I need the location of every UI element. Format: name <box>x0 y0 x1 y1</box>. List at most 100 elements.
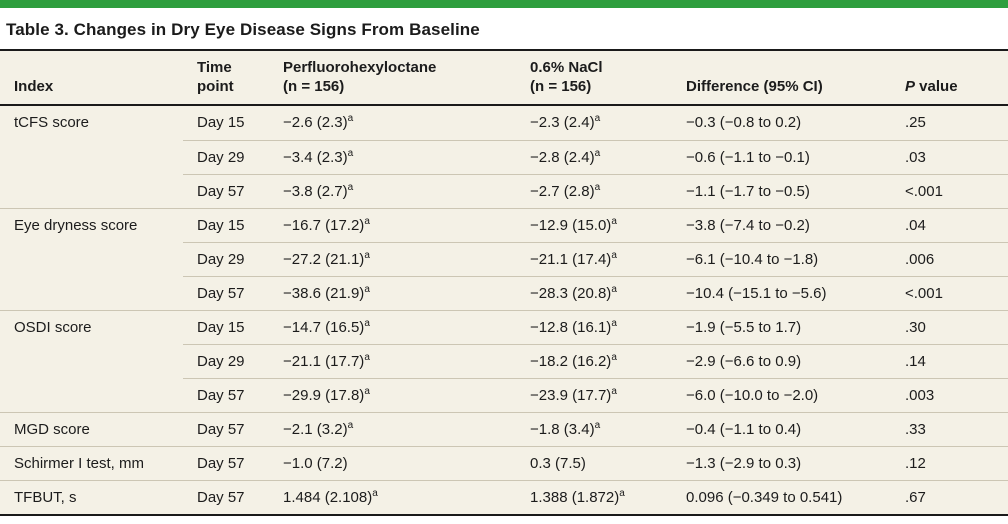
footnote-a-marker: a <box>611 283 617 295</box>
cell-index: MGD score <box>0 411 183 446</box>
cell-time-point: Day 15 <box>183 207 269 242</box>
cell-pfh-value: −1.0 (7.2) <box>269 445 516 480</box>
cell-pfh-value: −3.8 (2.7)a <box>269 173 516 208</box>
cell-pfh-value: 1.484 (2.108)a <box>269 479 516 514</box>
footnote-a-marker: a <box>611 249 617 261</box>
cell-nacl-value: −12.8 (16.1)a <box>516 309 672 344</box>
cell-difference: −6.0 (−10.0 to −2.0) <box>672 377 891 412</box>
cell-pfh-value: −2.6 (2.3)a <box>283 113 354 132</box>
cell-pfh-value: −27.2 (21.1)a <box>269 241 516 276</box>
cell-difference: −2.9 (−6.6 to 0.9) <box>672 343 891 378</box>
cell-index: OSDI score <box>0 309 183 344</box>
cell-time-point: Day 29 <box>183 343 269 378</box>
cell-nacl-value: −2.8 (2.4)a <box>516 139 672 174</box>
footnote-a-marker: a <box>611 215 617 227</box>
cell-p-value: .67 <box>891 479 1008 514</box>
cell-difference: −6.1 (−10.4 to −1.8) <box>672 241 891 276</box>
cell-index <box>0 344 183 378</box>
cell-nacl-value: −21.1 (17.4)a <box>516 241 672 276</box>
footnote-a-marker: a <box>364 215 370 227</box>
col-header-nacl: 0.6% NaCl (n = 156) <box>516 51 672 106</box>
footnote-a-marker: a <box>611 385 617 397</box>
table-row-osdi-day57: Day 57 −29.9 (17.8)a −23.9 (17.7)a −6.0 … <box>0 377 1008 412</box>
cell-nacl-value: −23.9 (17.7)a <box>516 377 672 412</box>
cell-pfh-value: −14.7 (16.5)a <box>269 309 516 344</box>
cell-nacl-value: −1.8 (3.4)a <box>516 411 672 446</box>
footnote-a-marker: a <box>364 249 370 261</box>
footnote-a-marker: a <box>594 419 601 431</box>
cell-p-value: .30 <box>891 309 1008 344</box>
col-header-perfluorohexyloctane: Perfluorohexyloctane (n = 156) <box>269 51 516 106</box>
cell-time-point: Day 29 <box>183 139 269 174</box>
col-header-index: Index <box>0 51 183 106</box>
cell-index <box>0 174 183 208</box>
cell-index: tCFS score <box>14 114 90 131</box>
footnote-a-marker: a <box>372 487 378 499</box>
table-row-tcfs-day29: Day 29 −3.4 (2.3)a −2.8 (2.4)a −0.6 (−1.… <box>0 139 1008 174</box>
footnote-a-marker: a <box>364 351 370 363</box>
cell-difference: −0.4 (−1.1 to 0.4) <box>672 411 891 446</box>
cell-p-value: .006 <box>891 241 1008 276</box>
cell-pfh-value: −29.9 (17.8)a <box>269 377 516 412</box>
cell-p-value: .003 <box>891 377 1008 412</box>
table-row-dryness-day15: Eye dryness score Day 15 −16.7 (17.2)a −… <box>0 207 1008 242</box>
table-row-tcfs-day57: Day 57 −3.8 (2.7)a −2.7 (2.8)a −1.1 (−1.… <box>0 173 1008 208</box>
col-header-p-value: P value <box>891 51 1008 106</box>
cell-time-point: Day 57 <box>183 479 269 514</box>
table-row-mgd-day57: MGD score Day 57 −2.1 (3.2)a −1.8 (3.4)a… <box>0 411 1008 446</box>
footnote-a-marker: a <box>364 317 370 329</box>
cell-time-point: Day 15 <box>197 114 245 131</box>
footnote-a-marker: a <box>611 317 617 329</box>
cell-index <box>0 140 183 174</box>
col-header-time-point: Time point <box>183 51 269 106</box>
table-title: Table 3. Changes in Dry Eye Disease Sign… <box>0 8 1008 51</box>
footnote-a-marker: a <box>594 181 601 193</box>
cell-index: Schirmer I test, mm <box>0 445 183 480</box>
cell-difference: −1.1 (−1.7 to −0.5) <box>672 173 891 208</box>
cell-pfh-value: −16.7 (17.2)a <box>269 207 516 242</box>
footnote-a-marker: a <box>594 147 601 159</box>
cell-index <box>0 242 183 276</box>
footnote-a-marker: a <box>347 113 354 124</box>
cell-nacl-value: −18.2 (16.2)a <box>516 343 672 378</box>
table-row-dryness-day57: Day 57 −38.6 (21.9)a −28.3 (20.8)a −10.4… <box>0 275 1008 310</box>
cell-pfh-value: −38.6 (21.9)a <box>269 275 516 310</box>
cell-pfh-value: −2.1 (3.2)a <box>269 411 516 446</box>
table-row-dryness-day29: Day 29 −27.2 (21.1)a −21.1 (17.4)a −6.1 … <box>0 241 1008 276</box>
cell-time-point: Day 57 <box>183 445 269 480</box>
table-row-tcfs-day15: tCFS score Day 15 −2.6 (2.3)a −2.3 (2.4)… <box>0 106 1008 140</box>
col-header-difference: Difference (95% CI) <box>672 51 891 106</box>
table-row-tfbut-day57: TFBUT, s Day 57 1.484 (2.108)a 1.388 (1.… <box>0 479 1008 514</box>
cell-index <box>0 378 183 412</box>
cell-time-point: Day 57 <box>183 411 269 446</box>
cell-difference: −1.9 (−5.5 to 1.7) <box>672 309 891 344</box>
table-row-osdi-day29: Day 29 −21.1 (17.7)a −18.2 (16.2)a −2.9 … <box>0 343 1008 378</box>
cell-p-value: .33 <box>891 411 1008 446</box>
cell-index: Eye dryness score <box>0 207 183 242</box>
cell-nacl-value: 0.3 (7.5) <box>516 445 672 480</box>
footnote-a-marker: a <box>347 419 354 431</box>
cell-pfh-value: −3.4 (2.3)a <box>269 139 516 174</box>
table-row-schirmer-day57: Schirmer I test, mm Day 57 −1.0 (7.2) 0.… <box>0 445 1008 480</box>
footnote-a-marker: a <box>619 487 625 499</box>
footnote-a-marker: a <box>347 147 354 159</box>
header-row: Index Time point Perfluorohexyloctane (n… <box>0 51 1008 106</box>
footnote-a-marker: a <box>364 385 370 397</box>
cell-p-value: .12 <box>891 445 1008 480</box>
footnote-a-marker: a <box>347 181 354 193</box>
cell-pfh-value: −21.1 (17.7)a <box>269 343 516 378</box>
cell-p-value: .04 <box>891 207 1008 242</box>
table-row-osdi-day15: OSDI score Day 15 −14.7 (16.5)a −12.8 (1… <box>0 309 1008 344</box>
cell-nacl-value: −2.7 (2.8)a <box>516 173 672 208</box>
dry-eye-signs-table: Index Time point Perfluorohexyloctane (n… <box>0 51 1008 516</box>
cell-difference: −3.8 (−7.4 to −0.2) <box>672 207 891 242</box>
cell-nacl-value: −12.9 (15.0)a <box>516 207 672 242</box>
footnote-a-marker: a <box>364 283 370 295</box>
cell-p-value: <.001 <box>891 173 1008 208</box>
cell-nacl-value: 1.388 (1.872)a <box>516 479 672 514</box>
cell-p-value: <.001 <box>891 275 1008 310</box>
cell-difference: −10.4 (−15.1 to −5.6) <box>672 275 891 310</box>
footnote-a-marker: a <box>611 351 617 363</box>
cell-time-point: Day 57 <box>183 173 269 208</box>
